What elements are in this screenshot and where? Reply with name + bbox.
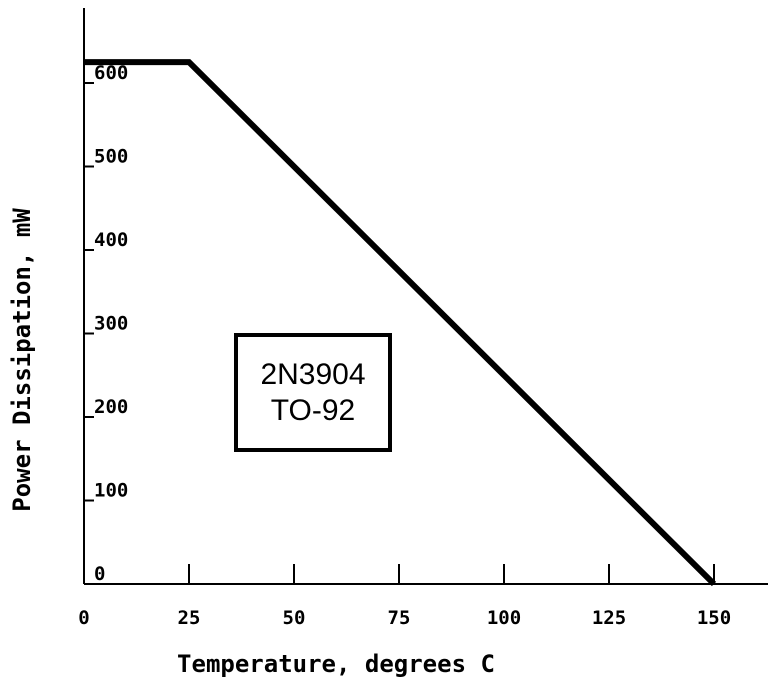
y-tick-label-200: 200 <box>94 396 128 418</box>
x-tick-label-75: 75 <box>388 607 411 629</box>
y-ticks: 0 100 200 300 400 500 600 <box>84 62 128 585</box>
x-tick-label-0: 0 <box>78 607 89 629</box>
x-axis-title: Temperature, degrees C <box>177 650 495 678</box>
y-tick-label-0: 0 <box>94 563 105 585</box>
x-tick-label-25: 25 <box>178 607 201 629</box>
y-tick-label-100: 100 <box>94 480 128 502</box>
x-tick-label-50: 50 <box>283 607 306 629</box>
y-tick-label-400: 400 <box>94 229 128 251</box>
device-label-line-1: 2N3904 <box>260 358 365 391</box>
series-lines <box>84 59 717 587</box>
y-tick-label-300: 300 <box>94 313 128 335</box>
y-axis-title: Power Dissipation, mW <box>8 208 36 512</box>
device-label-frame <box>234 333 392 452</box>
y-tick-label-500: 500 <box>94 146 128 168</box>
device-label-line-2: TO-92 <box>271 394 355 427</box>
y-tick-label-600: 600 <box>94 62 128 84</box>
x-tick-label-150: 150 <box>697 607 731 629</box>
x-tick-label-125: 125 <box>592 607 626 629</box>
x-tick-label-100: 100 <box>487 607 521 629</box>
series-line-0 <box>84 59 717 587</box>
x-ticks: 0 25 50 75 100 125 150 <box>78 564 731 629</box>
device-label-box: 2N3904 TO-92 <box>234 333 392 452</box>
